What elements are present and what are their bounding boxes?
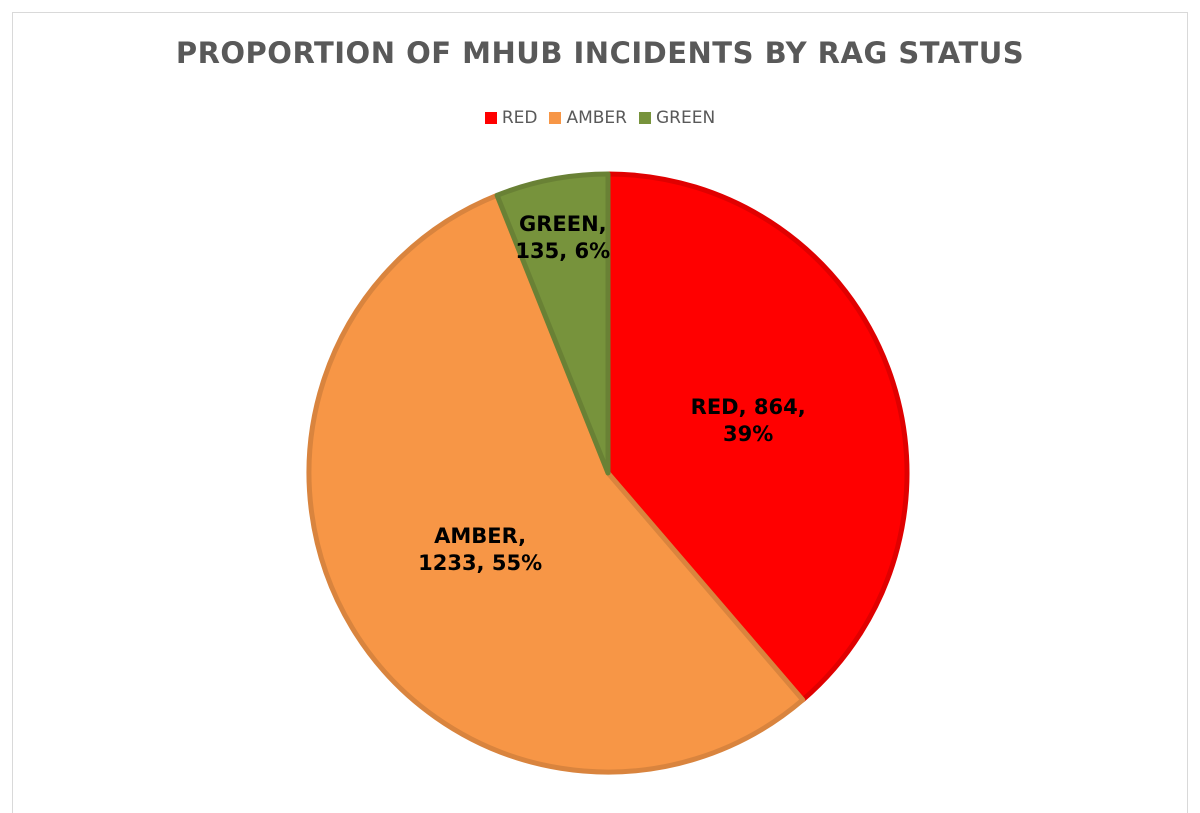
chart-frame xyxy=(12,12,1188,813)
legend-swatch xyxy=(549,112,562,124)
pie-slice xyxy=(605,171,910,703)
data-label: RED, 864, 39% xyxy=(690,395,806,447)
data-label: GREEN, 135, 6% xyxy=(515,212,611,264)
chart-title: PROPORTION OF MHUB INCIDENTS BY RAG STAT… xyxy=(175,36,1025,70)
legend-item: RED xyxy=(484,108,538,128)
legend: RED AMBER GREEN xyxy=(0,108,1200,128)
legend-swatch xyxy=(638,112,651,124)
legend-item: AMBER xyxy=(549,108,627,128)
legend-label: RED xyxy=(501,108,538,128)
legend-label: AMBER xyxy=(566,108,627,128)
pie-slice xyxy=(494,171,611,476)
legend-item: GREEN xyxy=(638,108,716,128)
legend-label: GREEN xyxy=(655,108,716,128)
legend-swatch xyxy=(484,112,497,124)
data-label: AMBER, 1233, 55% xyxy=(418,524,543,576)
pie-slice xyxy=(306,192,806,775)
